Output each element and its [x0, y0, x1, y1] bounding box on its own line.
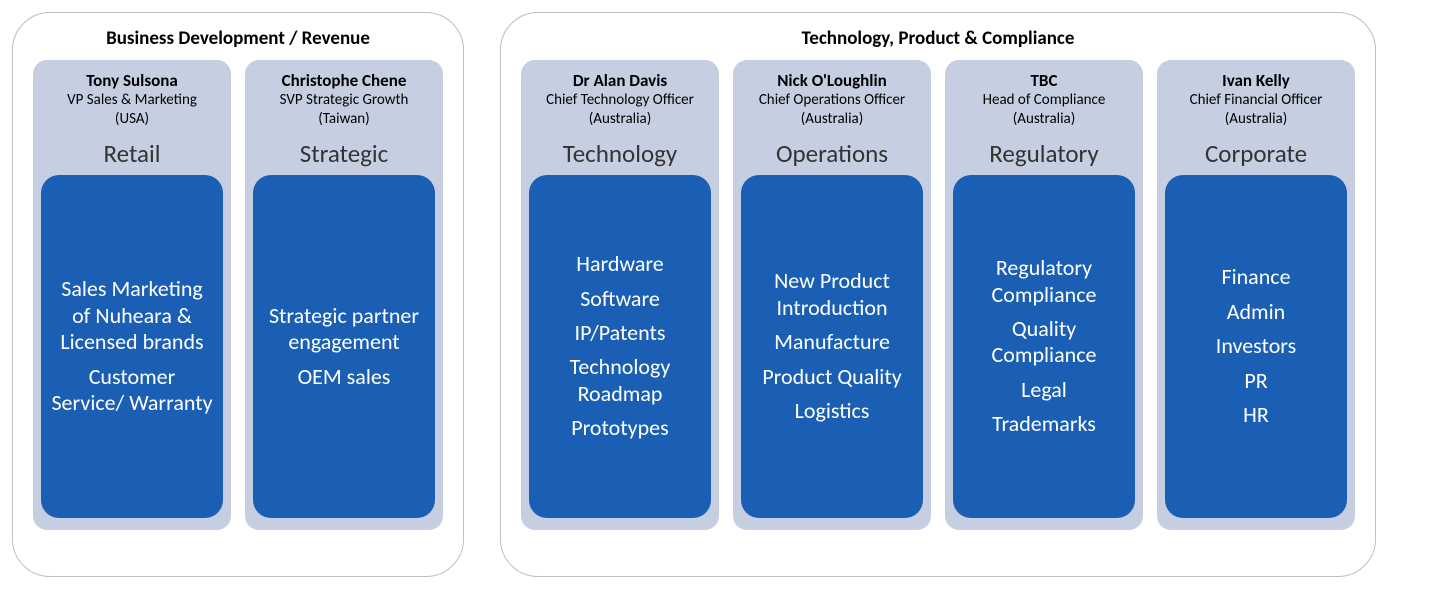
person-title: Chief Operations Officer [759, 91, 905, 110]
responsibility-item: Technology Roadmap [539, 354, 701, 407]
responsibility-box: Regulatory Compliance Quality Compliance L… [953, 175, 1135, 518]
person-card: Christophe CheneSVP Strategic Growth(Tai… [245, 60, 443, 530]
person-card: Nick O'LoughlinChief Operations Officer(… [733, 60, 931, 530]
person-name: Nick O'Loughlin [777, 70, 887, 91]
person-card: TBCHead of Compliance(Australia) Regulato… [945, 60, 1143, 530]
group-title: Business Development / Revenue [33, 27, 443, 50]
person-card: Tony SulsonaVP Sales & Marketing(USA) Ret… [33, 60, 231, 530]
cards-row: Dr Alan DavisChief Technology Officer(Au… [521, 60, 1355, 530]
category-label: Corporate [1205, 138, 1307, 169]
responsibility-item: Logistics [795, 398, 870, 424]
category-label: Strategic [300, 138, 388, 169]
responsibility-item: Trademarks [992, 411, 1096, 437]
responsibility-item: Customer Service/ Warranty [51, 364, 213, 417]
person-name: Ivan Kelly [1222, 70, 1290, 91]
person-name: Tony Sulsona [86, 70, 178, 91]
category-label: Operations [776, 138, 888, 169]
person-name: TBC [1031, 70, 1058, 91]
responsibility-item: IP/Patents [575, 320, 666, 346]
responsibility-box: Strategic partner engagement OEM sales [253, 175, 435, 518]
responsibility-item: Legal [1021, 377, 1067, 403]
person-location: (Taiwan) [318, 110, 369, 128]
responsibility-item: Prototypes [571, 415, 668, 441]
person-location: (Australia) [589, 110, 652, 128]
responsibility-item: Quality Compliance [963, 316, 1125, 369]
responsibility-box: New Product Introduction Manufacture Produ… [741, 175, 923, 518]
responsibility-item: Manufacture [774, 329, 890, 355]
responsibility-item: Finance [1221, 264, 1290, 290]
group-title: Technology, Product & Compliance [521, 27, 1355, 50]
responsibility-item: Admin [1227, 299, 1285, 325]
person-name: Christophe Chene [282, 70, 407, 91]
responsibility-box: Finance Admin Investors PR HR [1165, 175, 1347, 518]
person-location: (USA) [115, 110, 149, 128]
responsibility-item: Product Quality [762, 364, 901, 390]
org-chart: Business Development / Revenue Tony Sulso… [12, 12, 1418, 577]
responsibility-item: New Product Introduction [751, 268, 913, 321]
person-location: (Australia) [1013, 110, 1076, 128]
responsibility-item: Investors [1216, 333, 1296, 359]
group-0: Business Development / Revenue Tony Sulso… [12, 12, 464, 577]
responsibility-item: Regulatory Compliance [963, 255, 1125, 308]
person-title: VP Sales & Marketing [67, 91, 197, 110]
person-title: SVP Strategic Growth [280, 91, 409, 110]
person-card: Ivan KellyChief Financial Officer(Austra… [1157, 60, 1355, 530]
responsibility-item: Hardware [576, 251, 664, 277]
responsibility-box: Sales Marketing of Nuheara & Licensed br… [41, 175, 223, 518]
responsibility-item: Sales Marketing of Nuheara & Licensed br… [51, 276, 213, 355]
responsibility-item: HR [1243, 402, 1269, 428]
responsibility-box: Hardware Software IP/Patents Technology Roa… [529, 175, 711, 518]
responsibility-item: PR [1244, 368, 1267, 394]
responsibility-item: Strategic partner engagement [263, 303, 425, 356]
person-card: Dr Alan DavisChief Technology Officer(Au… [521, 60, 719, 530]
person-title: Head of Compliance [983, 91, 1106, 110]
category-label: Technology [563, 138, 677, 169]
person-location: (Australia) [1225, 110, 1288, 128]
person-title: Chief Technology Officer [546, 91, 694, 110]
group-1: Technology, Product & Compliance Dr Alan … [500, 12, 1376, 577]
person-name: Dr Alan Davis [573, 70, 667, 91]
person-location: (Australia) [801, 110, 864, 128]
person-title: Chief Financial Officer [1190, 91, 1323, 110]
responsibility-item: OEM sales [298, 364, 391, 390]
category-label: Regulatory [989, 138, 1098, 169]
category-label: Retail [104, 138, 161, 169]
responsibility-item: Software [580, 286, 660, 312]
cards-row: Tony SulsonaVP Sales & Marketing(USA) Ret… [33, 60, 443, 530]
